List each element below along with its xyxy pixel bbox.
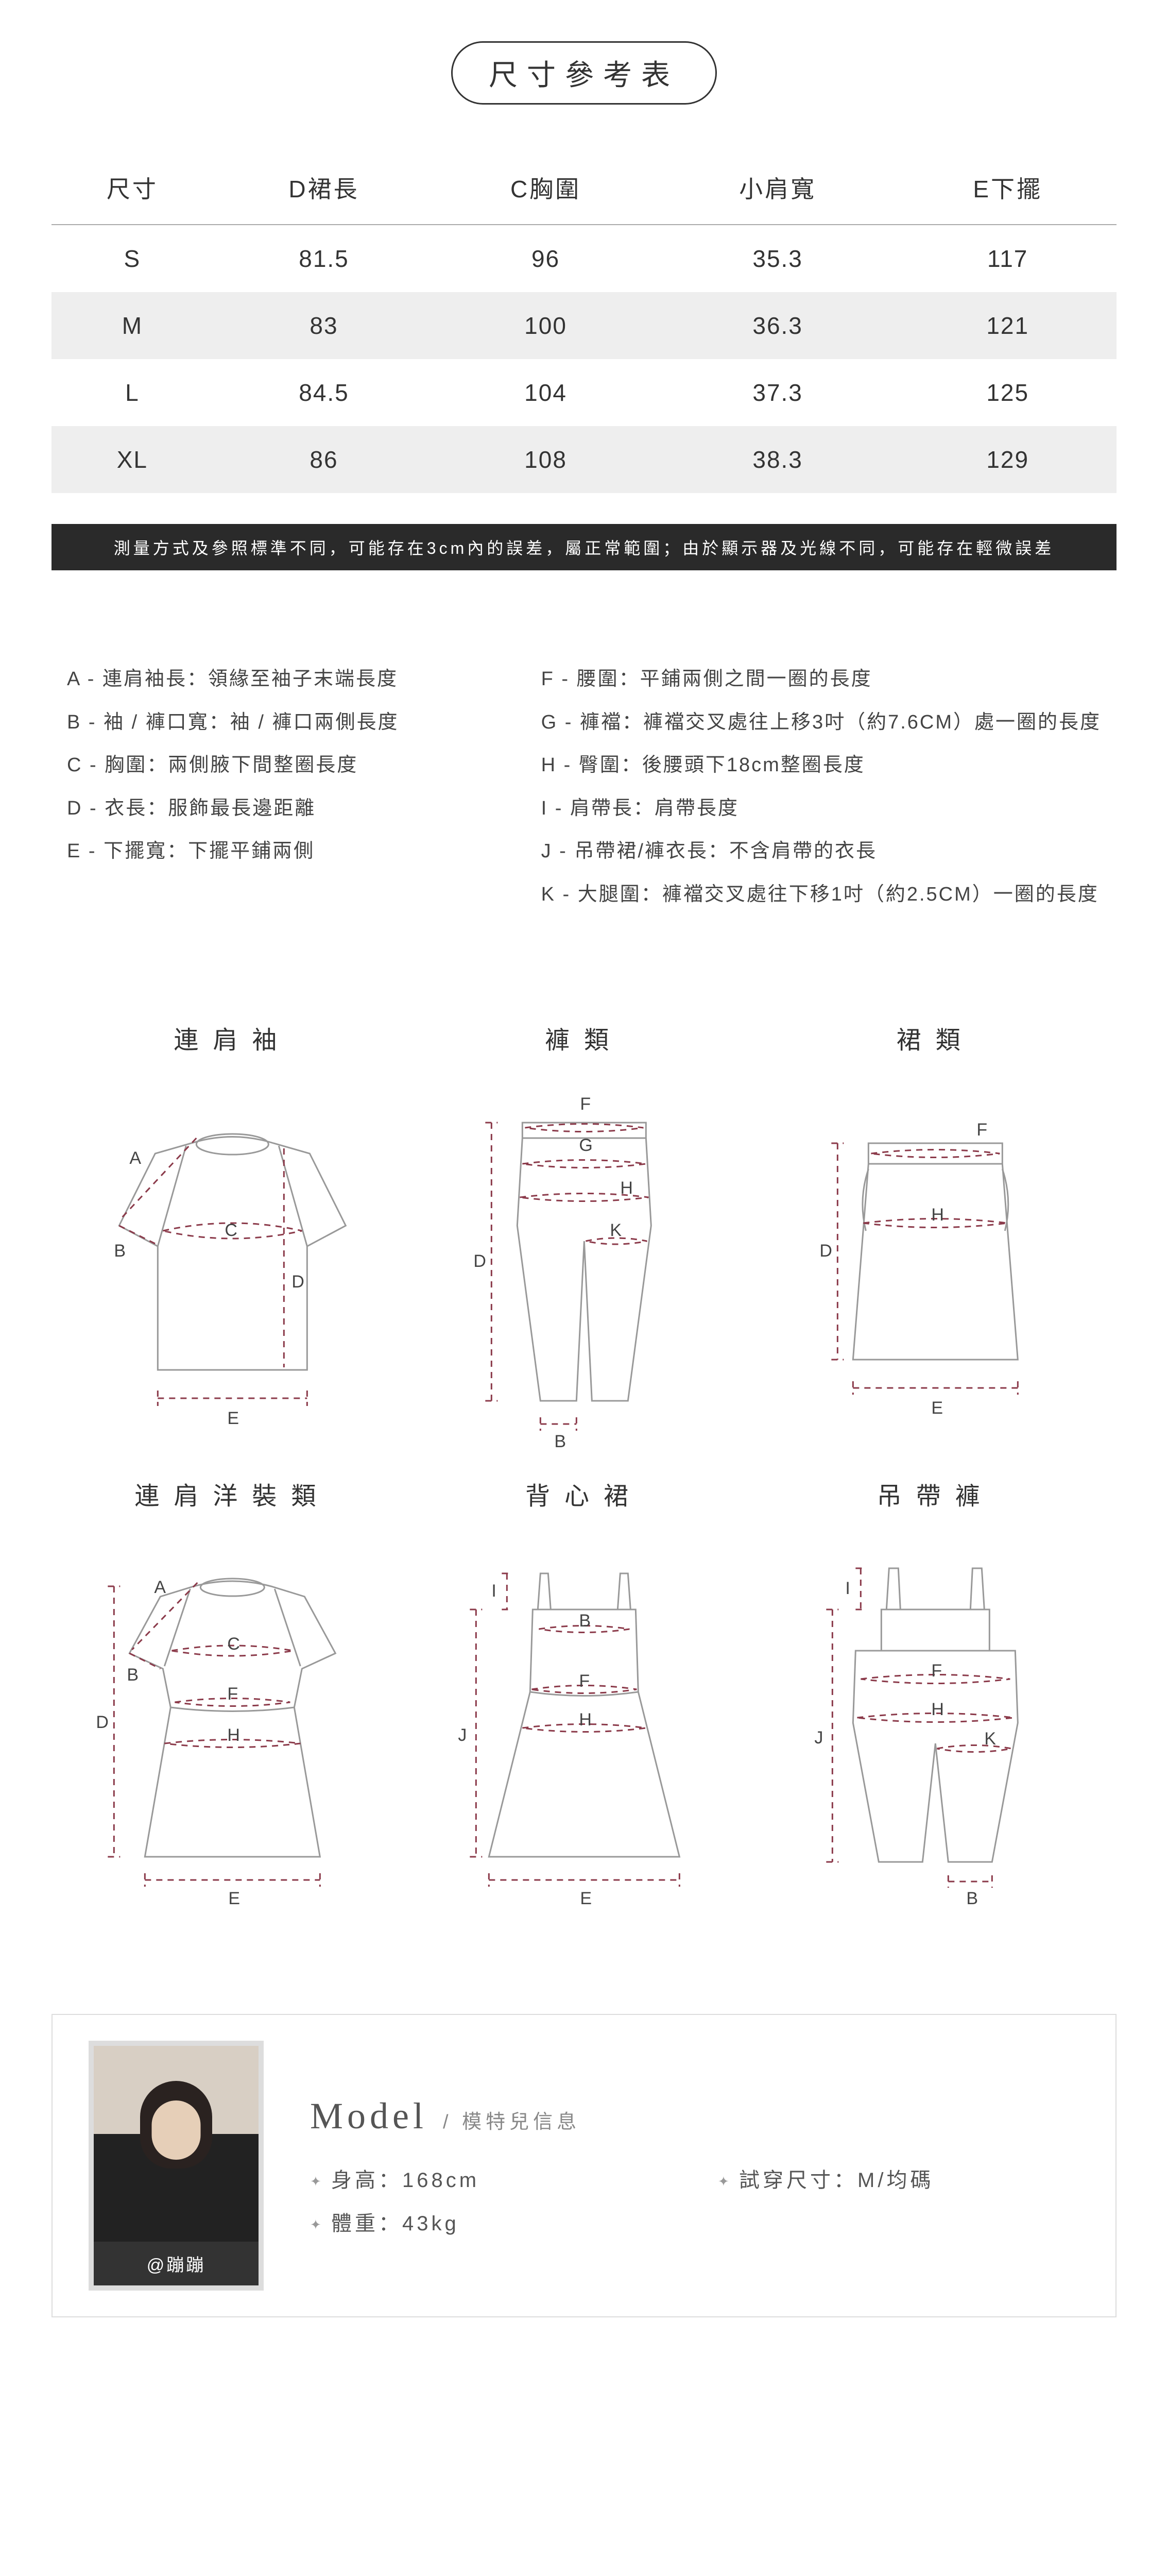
- svg-text:H: H: [932, 1205, 944, 1225]
- table-cell: L: [51, 359, 213, 426]
- table-cell: 37.3: [657, 359, 899, 426]
- model-handle: @蹦蹦: [94, 2242, 259, 2285]
- model-subtitle: / 模特兒信息: [443, 2106, 580, 2134]
- svg-text:I: I: [846, 1579, 850, 1598]
- svg-text:E: E: [227, 1409, 239, 1428]
- svg-text:A: A: [129, 1148, 141, 1168]
- table-cell: 38.3: [657, 426, 899, 493]
- svg-text:B: B: [127, 1665, 139, 1685]
- table-cell: 125: [899, 359, 1117, 426]
- table-cell: 121: [899, 292, 1117, 359]
- table-cell: S: [51, 225, 213, 292]
- diagram-raglan-top: 連肩袖 A C B D E: [72, 1020, 393, 1455]
- table-row: M8310036.3121: [51, 292, 1117, 359]
- svg-text:J: J: [458, 1725, 467, 1745]
- svg-text:K: K: [985, 1729, 997, 1749]
- table-cell: 100: [435, 292, 657, 359]
- svg-text:F: F: [932, 1661, 942, 1681]
- svg-text:K: K: [610, 1221, 622, 1240]
- page-title: 尺寸參考表: [451, 41, 717, 105]
- svg-text:D: D: [291, 1272, 304, 1292]
- diagram-cami-dress: 背心裙 I B F H J E: [424, 1476, 745, 1911]
- svg-text:H: H: [932, 1700, 944, 1719]
- definition-line: C - 胸圍：兩側腋下間整圈長度: [67, 744, 510, 787]
- diagram-overalls: 吊帶褲 I F H K J B: [775, 1476, 1096, 1911]
- diagram-skirt: 裙類 F H D E: [775, 1020, 1096, 1455]
- table-cell: 96: [435, 225, 657, 292]
- svg-text:C: C: [225, 1221, 237, 1240]
- table-header: 小肩寬: [657, 151, 899, 225]
- table-row: XL8610838.3129: [51, 426, 1117, 493]
- svg-text:H: H: [227, 1725, 240, 1745]
- table-cell: 104: [435, 359, 657, 426]
- svg-text:J: J: [815, 1728, 823, 1748]
- svg-text:C: C: [227, 1634, 240, 1654]
- model-title: Model: [310, 2095, 427, 2138]
- definition-line: H - 臀圍：後腰頭下18cm整圈長度: [541, 744, 1101, 787]
- table-cell: 108: [435, 426, 657, 493]
- svg-text:I: I: [491, 1581, 496, 1601]
- svg-text:D: D: [96, 1713, 109, 1732]
- svg-text:B: B: [579, 1611, 591, 1631]
- definition-line: E - 下擺寬：下擺平鋪兩側: [67, 830, 510, 873]
- table-cell: M: [51, 292, 213, 359]
- svg-text:B: B: [114, 1241, 126, 1261]
- table-cell: 84.5: [213, 359, 435, 426]
- table-header: C胸圍: [435, 151, 657, 225]
- svg-text:F: F: [579, 1671, 590, 1691]
- diagram-raglan-dress: 連肩洋裝類 A C B F H D E: [72, 1476, 393, 1911]
- svg-text:A: A: [154, 1578, 166, 1597]
- model-size: 試穿尺寸：M/均碼: [718, 2163, 1079, 2193]
- svg-text:G: G: [579, 1136, 592, 1155]
- definitions: A - 連肩袖長：領緣至袖子末端長度B - 袖 / 褲口寬：袖 / 褲口兩側長度…: [51, 658, 1117, 917]
- table-cell: 129: [899, 426, 1117, 493]
- table-cell: XL: [51, 426, 213, 493]
- table-cell: 35.3: [657, 225, 899, 292]
- model-weight: 體重：43kg: [310, 2207, 672, 2236]
- diagram-pants: 褲類 F G H K D B: [424, 1020, 745, 1455]
- definition-line: G - 褲襠：褲襠交叉處往上移3吋（約7.6CM）處一圈的長度: [541, 701, 1101, 744]
- definition-line: A - 連肩袖長：領緣至袖子末端長度: [67, 658, 510, 701]
- size-table: 尺寸D裙長C胸圍小肩寬E下擺 S81.59635.3117M8310036.31…: [51, 151, 1117, 493]
- table-cell: 36.3: [657, 292, 899, 359]
- svg-text:H: H: [579, 1710, 592, 1730]
- table-cell: 83: [213, 292, 435, 359]
- svg-text:H: H: [620, 1178, 633, 1198]
- svg-text:F: F: [977, 1120, 988, 1140]
- measurement-note: 測量方式及參照標準不同，可能存在3cm內的誤差，屬正常範圍；由於顯示器及光線不同…: [51, 524, 1117, 570]
- table-cell: 117: [899, 225, 1117, 292]
- svg-text:E: E: [932, 1398, 943, 1418]
- definition-line: B - 袖 / 褲口寬：袖 / 褲口兩側長度: [67, 701, 510, 744]
- definition-line: J - 吊帶裙/褲衣長：不含肩帶的衣長: [541, 830, 1101, 873]
- table-header: E下擺: [899, 151, 1117, 225]
- table-cell: 81.5: [213, 225, 435, 292]
- table-cell: 86: [213, 426, 435, 493]
- definition-line: K - 大腿圍：褲襠交叉處往下移1吋（約2.5CM）一圈的長度: [541, 873, 1101, 917]
- table-header: D裙長: [213, 151, 435, 225]
- diagram-grid: 連肩袖 A C B D E 褲類: [51, 1020, 1117, 1911]
- svg-text:B: B: [554, 1432, 566, 1451]
- definition-line: F - 腰圍：平鋪兩側之間一圈的長度: [541, 658, 1101, 701]
- svg-text:D: D: [473, 1251, 486, 1271]
- svg-text:F: F: [227, 1684, 238, 1704]
- model-card: @蹦蹦 Model / 模特兒信息 身高：168cm 試穿尺寸：M/均碼 體重：…: [51, 2014, 1117, 2317]
- definition-line: D - 衣長：服飾最長邊距離: [67, 787, 510, 831]
- model-photo: @蹦蹦: [89, 2041, 264, 2291]
- table-row: S81.59635.3117: [51, 225, 1117, 292]
- svg-text:E: E: [228, 1889, 240, 1908]
- svg-text:D: D: [820, 1241, 833, 1261]
- table-row: L84.510437.3125: [51, 359, 1117, 426]
- model-height: 身高：168cm: [310, 2163, 672, 2193]
- svg-text:B: B: [967, 1889, 978, 1908]
- definition-line: I - 肩帶長：肩帶長度: [541, 787, 1101, 831]
- svg-text:E: E: [580, 1889, 592, 1908]
- svg-text:F: F: [580, 1094, 591, 1114]
- table-header: 尺寸: [51, 151, 213, 225]
